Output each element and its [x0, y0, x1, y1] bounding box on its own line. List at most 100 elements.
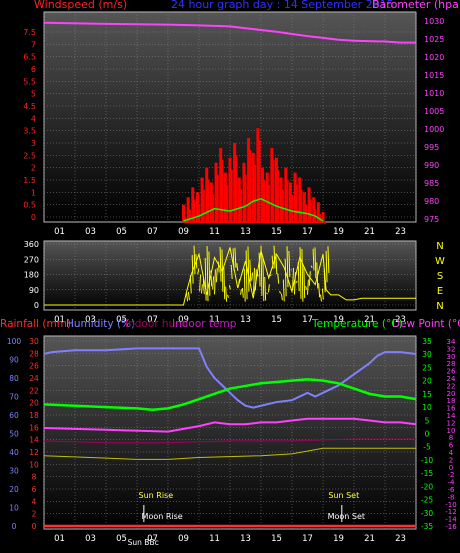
legend-humidity: Humidity (%): [66, 318, 136, 330]
rainfall-tick-label: 18: [29, 411, 39, 420]
barometer-tick-label: 1015: [424, 71, 444, 80]
rainfall-tick-label: 20: [29, 399, 39, 408]
hour-label: 17: [302, 315, 313, 325]
rainfall-tick-label: 26: [29, 362, 39, 371]
wind-direction-segment: [238, 278, 241, 284]
wind-direction-segment: [275, 253, 278, 275]
hour-label: 03: [85, 315, 96, 325]
sun-set-label: Sun Set: [328, 491, 359, 500]
humidity-line: [43, 347, 417, 409]
rainfall-tick-label: 4: [32, 497, 37, 506]
wind-direction-segment: [295, 280, 298, 284]
dew-point-tick-label: 32: [447, 345, 456, 353]
wind-direction-segment: [293, 272, 296, 295]
legend-rainfall: Rainfall (mm): [0, 318, 72, 330]
dew-point-tick-label: -8: [448, 493, 455, 501]
dew-point-tick-label: 30: [447, 353, 456, 361]
barometer-tick-label: 975: [424, 215, 439, 224]
wind-direction-segment: [292, 267, 295, 289]
dew-point-tick-label: 28: [447, 360, 456, 368]
windspeed-tick-label: 2.5: [23, 151, 36, 160]
wind-direction-segment: [299, 247, 302, 299]
rainfall-tick-label: 30: [29, 337, 39, 346]
sun-bbc-label: Sun BBc: [128, 538, 159, 547]
wind-direction-segment: [312, 248, 315, 271]
wind-direction-segment: [256, 272, 259, 277]
wind-direction-segment: [254, 269, 257, 291]
windspeed-bar: [200, 177, 204, 222]
humidity-tick-label: 0: [12, 522, 17, 531]
wind-direction-segment: [303, 265, 306, 299]
windspeed-bar: [307, 187, 311, 222]
dew-point-tick-label: 22: [447, 382, 456, 390]
dew-point-tick-label: 14: [447, 412, 456, 420]
dew-point-tick-label: 12: [447, 419, 456, 427]
hour-label: 05: [116, 534, 127, 544]
rainfall-tick-label: 16: [29, 423, 39, 432]
windspeed-bar: [279, 177, 283, 222]
windspeed-bar: [247, 138, 251, 222]
hour-label: 09: [178, 315, 189, 325]
wind-direction-segment: [253, 267, 255, 294]
wind-direction-segment: [217, 261, 220, 273]
windspeed-tick-label: 6: [31, 65, 36, 74]
wind-direction-segment: [243, 268, 246, 302]
wind-direction-segment: [251, 272, 254, 281]
windspeed-bar: [298, 177, 302, 222]
compass-label: S: [437, 271, 443, 282]
windspeed-bar: [302, 192, 306, 222]
temperature-tick-label: 0: [425, 430, 430, 439]
wind-direction-line: [44, 247, 416, 306]
hour-label: 21: [364, 534, 375, 544]
wind-direction-segment: [214, 269, 216, 295]
windspeed-axis-title: Windspeed (m/s): [34, 0, 128, 11]
hour-label: 13: [240, 227, 251, 237]
windspeed-tick-label: 2: [31, 164, 36, 173]
hour-label: 07: [147, 227, 158, 237]
temperature-tick-label: -10: [421, 456, 433, 465]
dew-point-tick-label: 34: [447, 338, 456, 346]
wind-direction-segment: [284, 258, 287, 297]
temperature-tick-label: 5: [425, 416, 430, 425]
wind-direction-segment: [266, 292, 268, 295]
direction-tick-label: 360: [24, 240, 39, 249]
windspeed-bar: [288, 182, 292, 222]
hour-label: 19: [333, 534, 344, 544]
dew-point-tick-label: -2: [448, 471, 455, 479]
humidity-tick-label: 30: [9, 467, 19, 476]
wind-direction-segment: [273, 245, 276, 269]
temperature-tick-label: 30: [422, 350, 432, 359]
direction-tick-label: 180: [24, 271, 39, 280]
hour-label: 05: [116, 227, 127, 237]
legend-dew-point: Dew Point (°C): [392, 318, 460, 330]
wind-direction-segment: [260, 245, 263, 296]
wind-direction-segment: [223, 266, 226, 300]
wind-direction-segment: [262, 256, 265, 302]
barometer-axis-title: Barometer (hpa): [372, 0, 460, 11]
humidity-tick-label: 90: [9, 356, 19, 365]
wind-direction-segment: [212, 276, 215, 290]
temperature-line: [43, 378, 417, 411]
barometer-line: [43, 21, 416, 44]
windspeed-bar: [251, 152, 255, 222]
windspeed-bar: [233, 143, 237, 222]
panel3-legend: Rainfall (mm) Humidity (%) Indoor hum In…: [0, 318, 460, 334]
indoor-humidity-line: [43, 438, 416, 444]
humidity-tick-label: 100: [7, 337, 22, 346]
wind-direction-segment: [321, 288, 324, 300]
graph-title: 24 hour graph day : 14 September 2015: [171, 0, 394, 11]
wind-direction-segment: [314, 247, 317, 279]
temperature-tick-label: -25: [421, 496, 433, 505]
wind-direction-segment: [320, 294, 322, 302]
dew-point-tick-label: 24: [447, 375, 456, 383]
wind-direction-segment: [308, 271, 311, 286]
windspeed-tick-label: 1: [31, 188, 36, 197]
temperature-tick-label: 15: [422, 390, 432, 399]
wind-direction-segment: [202, 278, 205, 295]
windspeed-tick-label: 0.5: [23, 201, 36, 210]
wind-direction-segment: [318, 283, 321, 298]
barometer-tick-label: 1005: [424, 107, 444, 116]
wind-direction-segment: [245, 250, 248, 300]
rainfall-tick-label: 2: [32, 510, 37, 519]
